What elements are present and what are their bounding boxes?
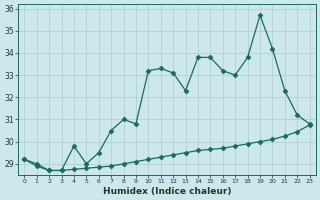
X-axis label: Humidex (Indice chaleur): Humidex (Indice chaleur) [103,187,231,196]
